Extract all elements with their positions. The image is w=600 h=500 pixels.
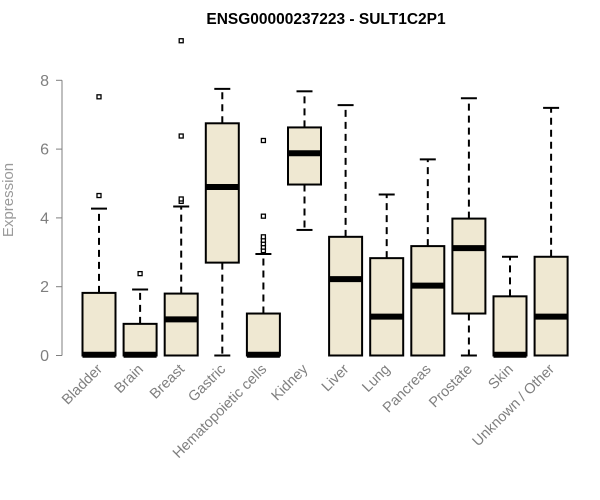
- outlier-point: [178, 38, 184, 44]
- box-kidney: [287, 90, 322, 231]
- x-tick-label: Prostate: [426, 362, 475, 411]
- outlier-point: [178, 133, 184, 139]
- outlier-point: [137, 270, 143, 277]
- outlier-point: [260, 137, 267, 144]
- box-pancreas: [410, 158, 446, 357]
- box-iqr: [204, 122, 240, 264]
- box-skin: [492, 255, 528, 358]
- box-iqr: [410, 245, 446, 357]
- outlier-point: [260, 213, 267, 219]
- y-tick-label: 4: [40, 210, 49, 227]
- boxes-group: [81, 38, 569, 358]
- box-iqr: [81, 291, 117, 357]
- box-iqr: [163, 292, 199, 357]
- x-tick-label: Lung: [359, 362, 393, 396]
- box-iqr: [451, 217, 487, 315]
- y-tick-label: 8: [40, 73, 49, 90]
- x-tick-label: Breast: [147, 362, 188, 403]
- box-bladder: [81, 94, 117, 358]
- box-hematopoietic-cells: [245, 137, 281, 358]
- x-tick-label: Kidney: [269, 361, 312, 404]
- y-tick-label: 6: [40, 142, 49, 159]
- box-iqr: [533, 255, 569, 357]
- box-liver: [328, 104, 364, 357]
- y-tick-label: 2: [40, 279, 49, 296]
- box-unknown-other: [533, 106, 569, 357]
- x-tick-label: Liver: [319, 361, 353, 395]
- box-prostate: [451, 97, 487, 357]
- y-axis: 0 2 4 6 8: [40, 73, 63, 365]
- box-breast: [163, 38, 199, 357]
- y-axis-label: Expression: [0, 163, 17, 237]
- outlier-point: [96, 94, 102, 100]
- x-tick-label: Skin: [486, 362, 517, 393]
- x-tick-label: Brain: [112, 362, 147, 397]
- box-iqr: [492, 295, 528, 357]
- box-lung: [369, 193, 405, 357]
- box-iqr: [122, 322, 158, 357]
- box-brain: [122, 270, 158, 358]
- outlier-point: [178, 196, 184, 202]
- outlier-point: [96, 192, 102, 199]
- box-iqr: [369, 257, 405, 357]
- box-iqr: [245, 312, 281, 357]
- y-tick-label: 0: [40, 348, 49, 365]
- outlier-point: [260, 234, 267, 240]
- x-tick-label: Bladder: [59, 361, 106, 408]
- box-gastric: [204, 87, 240, 357]
- chart-title: ENSG00000237223 - SULT1C2P1: [206, 11, 446, 28]
- box-iqr: [328, 235, 364, 357]
